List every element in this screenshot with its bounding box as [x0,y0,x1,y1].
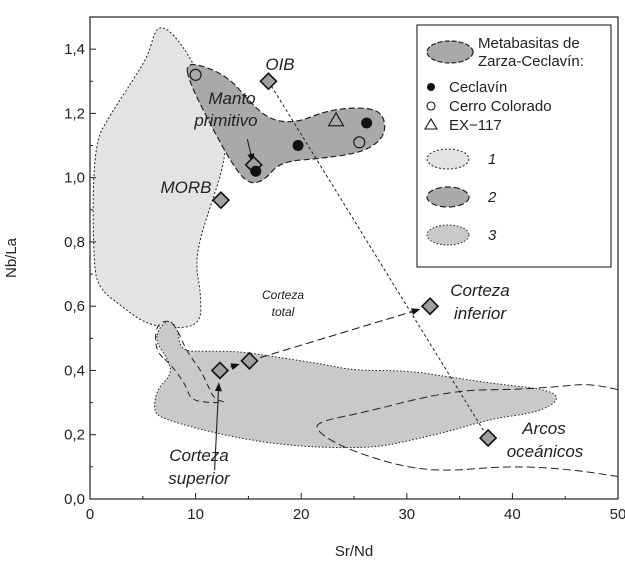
legend-swatch-3 [426,224,470,246]
y-tick-label-2: 0,4 [64,362,85,379]
legend-ceclavin-marker [427,83,435,91]
label-manto: Manto [208,89,255,108]
legend-ex117-marker [424,117,438,130]
compositional-fields [92,27,619,477]
legend-label-2: 2 [487,189,497,206]
legend-label-1: 1 [488,151,496,168]
label-primitivo: primitivo [193,111,257,130]
label-oceanicos: oceánicos [507,442,584,461]
y-tick-label-0: 0,0 [64,491,85,508]
x-tick-label-30: 30 [398,506,415,523]
field-corteza-superior-outline [154,320,224,404]
ref-diamond-morb [211,191,231,210]
x-tick-label-10: 10 [187,506,204,523]
point-cerro-colorado-2 [353,136,366,149]
ref-diamond-oib [259,72,278,91]
point-ceclavin-3 [361,117,373,129]
label-oib: OIB [265,55,294,74]
point-ex117-1 [327,111,345,127]
point-cerro-colorado-1 [189,68,202,81]
field-2 [186,63,386,184]
legend-ceclavin-label: Ceclavín [449,79,507,96]
legend: Metabasitas de Zarza-Ceclavín: Ceclavín … [416,24,612,268]
x-axis-label: Sr/Nd [335,543,373,560]
field-arcos-oceanicos-outline [316,384,619,477]
y-tick-label-5: 1,0 [64,170,85,187]
axis-ticks: 0 10 20 30 40 50 0,0 0,2 0,4 0,6 0,8 1,0 1,2 1,4 [64,41,625,523]
ref-diamond-arcos-oceanicos [478,428,498,448]
legend-label-3: 3 [488,227,497,244]
field-3 [154,321,557,449]
legend-cerro-label: Cerro Colorado [449,98,552,115]
legend-cerro-marker [426,101,436,111]
x-tick-label-40: 40 [504,506,521,523]
y-tick-label-4: 0,8 [64,234,85,251]
ref-diamond-corteza-superior [210,361,230,380]
label-corteza-inferior-2: inferior [454,304,507,323]
label-corteza-inferior-1: Corteza [450,281,510,300]
y-tick-label-7: 1,4 [64,41,85,58]
mixing-arrow-1 [230,363,240,371]
label-corteza-total-2: total [272,305,295,319]
x-tick-label-50: 50 [610,506,625,523]
oib-to-arcos-line [268,81,489,439]
ref-diamond-corteza-total [240,351,259,370]
y-tick-label-3: 0,6 [64,298,85,315]
field-1 [92,27,226,329]
legend-swatch-metabasitas [426,40,474,64]
x-tick-label-20: 20 [293,506,310,523]
legend-title-2: Zarza-Ceclavín: [478,53,584,70]
point-ceclavin-2 [292,140,304,152]
label-morb: MORB [161,178,212,197]
legend-ex117-label: EX−117 [449,117,502,134]
x-tick-label-0: 0 [86,506,94,523]
ref-diamond-corteza-inferior [420,297,440,316]
mixing-arrow-2 [259,308,421,359]
pointer-arrow-2 [214,382,222,471]
legend-title-1: Metabasitas de [478,35,580,52]
y-tick-label-1: 0,2 [64,427,85,444]
point-ceclavin-1 [250,165,262,177]
label-arcos: Arcos [521,419,566,438]
label-corteza-superior-1: Corteza [169,446,229,465]
data-markers [189,68,498,448]
y-axis-label: Nb/La [3,237,20,278]
label-corteza-superior-2: superior [168,469,231,488]
y-tick-label-6: 1,2 [64,105,85,122]
legend-swatch-1 [426,148,470,170]
label-corteza-total-1: Corteza [262,288,304,302]
legend-swatch-2 [426,186,470,208]
